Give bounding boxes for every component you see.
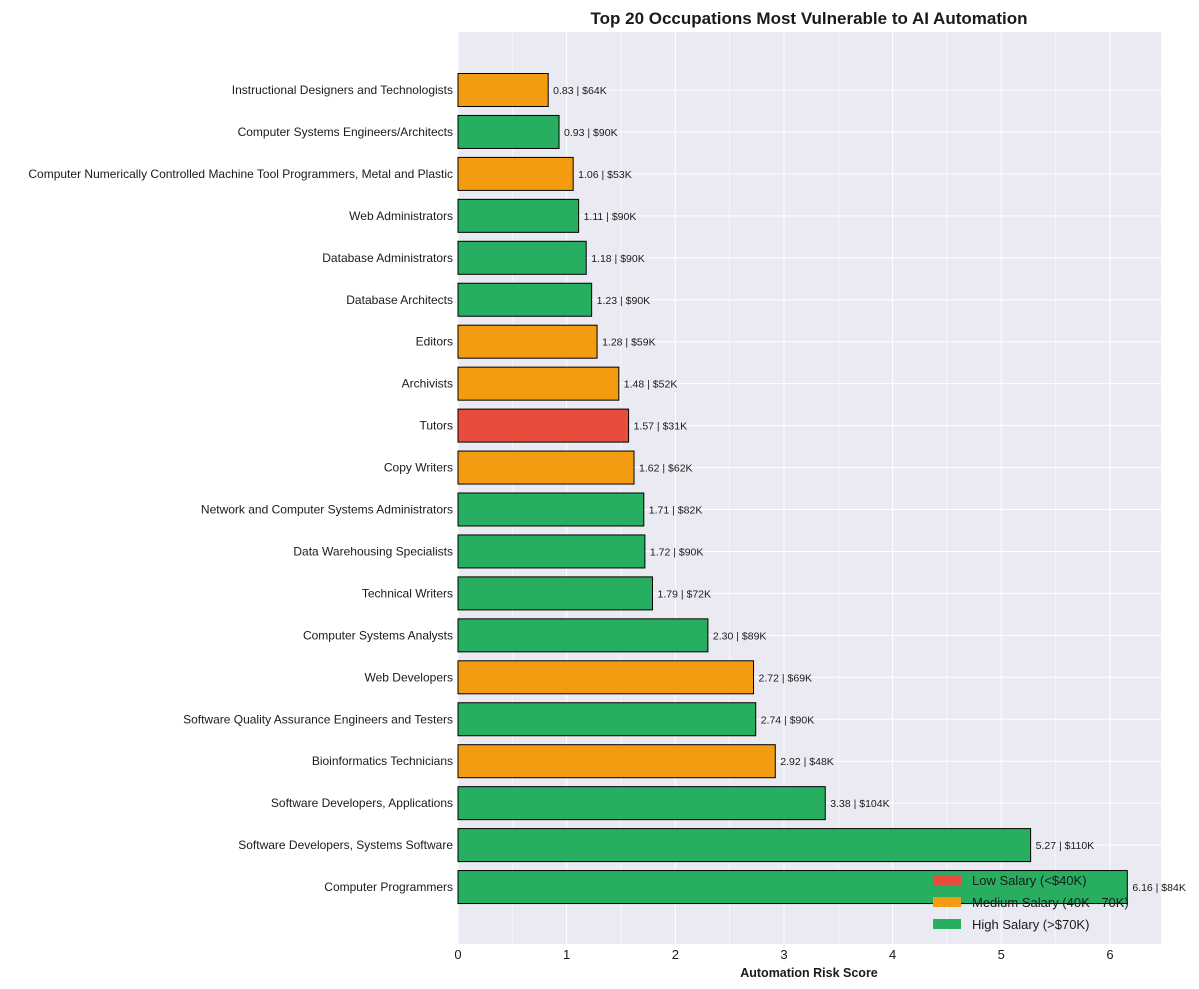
category-label: Data Warehousing Specialists <box>293 544 453 558</box>
bar-value-label: 1.62 | $62K <box>639 463 693 475</box>
bar-value-label: 1.06 | $53K <box>578 169 632 181</box>
x-tick-label: 0 <box>454 947 461 962</box>
bar <box>457 114 560 149</box>
legend-label: Low Salary (<$40K) <box>972 873 1087 888</box>
bar <box>457 618 709 653</box>
bar-value-label: 1.71 | $82K <box>649 505 703 517</box>
legend-swatch <box>933 875 961 885</box>
bar-value-label: 0.83 | $64K <box>553 85 607 97</box>
bars <box>457 73 1128 905</box>
bar-value-label: 1.72 | $90K <box>650 546 704 558</box>
category-label: Editors <box>416 335 453 349</box>
x-tick-label: 2 <box>672 947 679 962</box>
category-label: Copy Writers <box>384 461 453 475</box>
bar <box>457 786 826 821</box>
bar <box>457 450 635 485</box>
bar-value-label: 2.30 | $89K <box>713 630 767 642</box>
legend-label: Medium Salary (40K - 70K) <box>972 895 1129 910</box>
bar-value-label: 6.16 | $84K <box>1132 882 1186 894</box>
x-tick-label: 4 <box>889 947 896 962</box>
bar <box>457 576 653 611</box>
bar-value-label: 5.27 | $110K <box>1036 840 1095 852</box>
bar <box>457 660 755 695</box>
bar <box>457 324 598 359</box>
category-label: Computer Systems Analysts <box>303 628 453 642</box>
bar-value-label: 1.23 | $90K <box>597 295 651 307</box>
x-tick-label: 1 <box>563 947 570 962</box>
bar <box>457 702 757 737</box>
legend-swatch <box>933 897 961 907</box>
bar-value-label: 1.11 | $90K <box>584 211 637 223</box>
category-label: Instructional Designers and Technologist… <box>232 83 453 97</box>
category-label: Computer Systems Engineers/Architects <box>238 125 453 139</box>
bar <box>457 744 776 779</box>
bar <box>457 73 549 107</box>
category-label: Software Developers, Systems Software <box>238 838 453 852</box>
x-axis-label: Automation Risk Score <box>740 966 878 980</box>
bar-value-label: 1.18 | $90K <box>591 253 645 265</box>
bar <box>457 198 580 233</box>
category-labels: Instructional Designers and Technologist… <box>28 83 453 894</box>
bar-value-label: 1.48 | $52K <box>624 379 678 391</box>
bar <box>457 240 587 275</box>
legend-swatch <box>933 919 961 929</box>
bar <box>457 408 630 443</box>
x-tick-label: 3 <box>780 947 787 962</box>
category-label: Technical Writers <box>362 586 453 600</box>
bar <box>457 870 1128 905</box>
bar <box>457 282 593 317</box>
category-label: Tutors <box>419 419 453 433</box>
bar <box>457 492 645 527</box>
category-label: Software Developers, Applications <box>271 796 453 810</box>
bar <box>457 366 620 401</box>
bar-value-label: 2.92 | $48K <box>780 756 834 768</box>
category-label: Bioinformatics Technicians <box>312 754 453 768</box>
x-tick-label: 6 <box>1106 947 1113 962</box>
bar-value-label: 1.79 | $72K <box>657 588 711 600</box>
category-label: Archivists <box>402 377 453 391</box>
category-label: Computer Programmers <box>324 880 453 894</box>
bar-value-label: 2.72 | $69K <box>759 672 813 684</box>
category-label: Computer Numerically Controlled Machine … <box>28 167 453 181</box>
legend: Low Salary (<$40K) Medium Salary (40K - 7… <box>933 873 1129 932</box>
bar-value-label: 3.38 | $104K <box>830 798 889 810</box>
category-label: Database Administrators <box>322 251 453 265</box>
bar <box>457 534 646 569</box>
bar-value-label: 0.93 | $90K <box>564 127 618 139</box>
x-axis-ticks: 0 1 2 3 4 5 6 <box>454 947 1113 962</box>
category-label: Database Architects <box>346 293 453 307</box>
bar-value-labels: 0.83 | $64K 0.93 | $90K 1.06 | $53K 1.11 | … <box>553 85 1186 894</box>
bar-value-label: 2.74 | $90K <box>761 714 815 726</box>
x-tick-label: 5 <box>998 947 1005 962</box>
bar-value-label: 1.28 | $59K <box>602 337 656 349</box>
category-label: Network and Computer Systems Administrat… <box>201 503 453 517</box>
bar <box>457 156 574 191</box>
legend-label: High Salary (>$70K) <box>972 917 1089 932</box>
category-label: Web Administrators <box>349 209 453 223</box>
bar-value-label: 1.57 | $31K <box>634 421 688 433</box>
chart-title: Top 20 Occupations Most Vulnerable to AI… <box>591 9 1028 28</box>
category-label: Web Developers <box>365 670 454 684</box>
bar <box>457 828 1032 863</box>
category-label: Software Quality Assurance Engineers and… <box>183 712 453 726</box>
